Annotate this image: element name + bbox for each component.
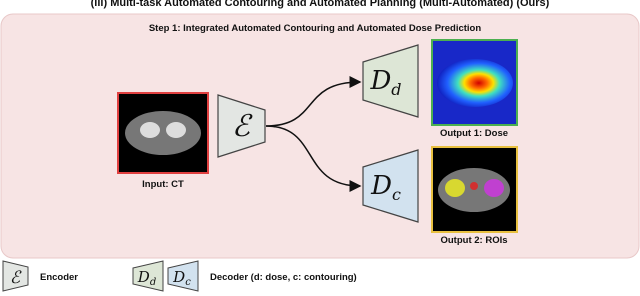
roi-center	[470, 182, 478, 190]
decoder-symbol: Dc	[370, 171, 401, 204]
legend-decoder-shape	[167, 260, 199, 292]
roi-left	[445, 179, 465, 197]
title: (iii) Multi-task Automated Contouring an…	[91, 0, 550, 9]
decoder-shape	[362, 44, 419, 118]
legend-encoder-symbol: ℰ	[10, 268, 22, 288]
legend-decoder-shape	[132, 260, 164, 292]
ct-body	[125, 111, 201, 155]
step-panel	[0, 13, 640, 259]
ct-bone	[166, 122, 186, 138]
ct-bone	[140, 122, 160, 138]
encoder-symbol: ℰ	[232, 109, 253, 144]
decoder-subscript: c	[392, 185, 401, 204]
decoder-subscript: c	[185, 277, 191, 288]
decoder-shape	[362, 149, 419, 223]
decoder-subscript: d	[150, 277, 156, 288]
decoder-symbol: Dd	[369, 66, 401, 99]
decoder-letter: D	[369, 66, 391, 96]
arrow	[265, 76, 362, 127]
legend-encoder-label: Encoder	[40, 272, 78, 283]
dose-map	[437, 59, 513, 107]
decoder-letter: D	[172, 268, 185, 286]
encoder-shape	[217, 94, 266, 158]
legend-decoder-symbol: Dc	[172, 268, 191, 288]
roi-right	[484, 179, 504, 197]
legend-decoder-label: Decoder (d: dose, c: contouring)	[210, 272, 357, 283]
decoder-letter: D	[370, 171, 392, 201]
legend-encoder-shape	[2, 260, 29, 292]
decoder-subscript: d	[391, 80, 401, 99]
decoder-letter: D	[137, 268, 150, 286]
step-title: Step 1: Integrated Automated Contouring …	[149, 23, 482, 34]
arrow	[265, 125, 362, 192]
output-label: Output 1: Dose	[440, 128, 508, 139]
input-label: Input: CT	[142, 179, 184, 190]
legend-decoder-symbol: Dd	[137, 268, 156, 288]
output-label: Output 2: ROIs	[440, 235, 507, 246]
